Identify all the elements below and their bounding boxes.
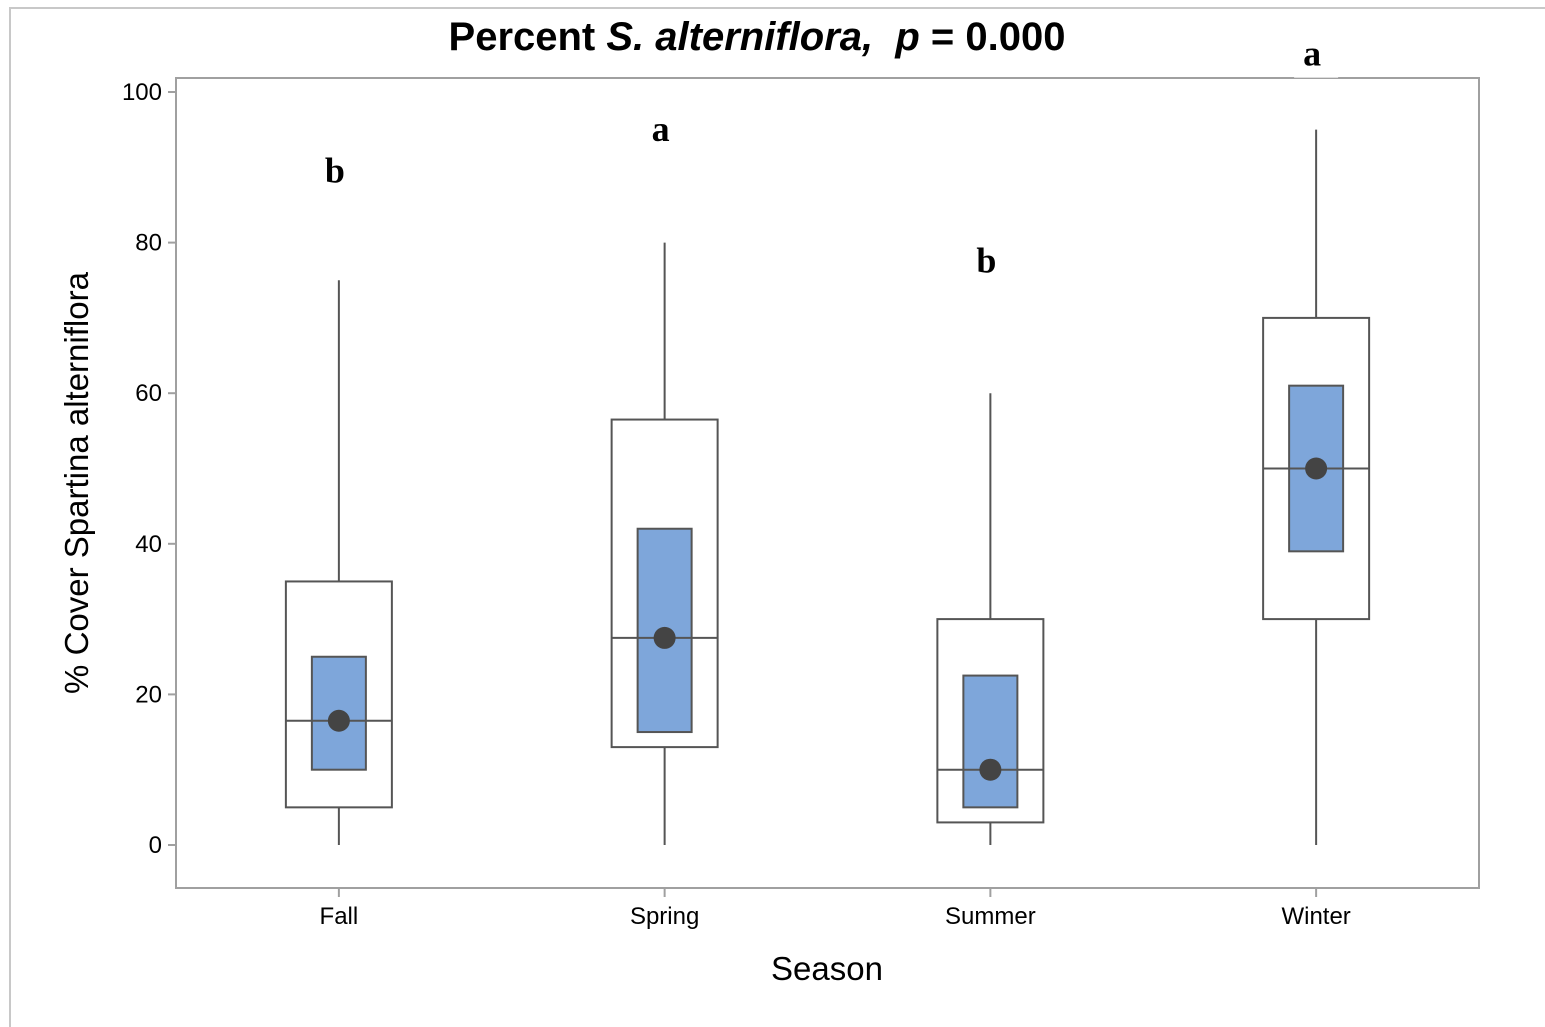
chart-title: Percent S. alterniflora, p = 0.000 [449,15,1066,59]
mean-marker [1305,457,1328,480]
x-tick-label: Winter [1281,903,1350,930]
y-axis-label: % Cover Spartina alterniflora [58,271,95,694]
plot-frame [175,77,1480,889]
y-tick-label: 20 [135,681,162,708]
y-tick-label: 100 [122,79,162,106]
y-tick-label: 0 [149,832,162,859]
significance-letter-spring: a [652,109,670,149]
x-axis: Fall Spring Summer Winter [320,888,1351,930]
figure-frame [9,7,1545,1027]
title-prefix: Percent [449,15,607,59]
x-tick-label: Spring [630,903,699,930]
significance-letter-winter: a [1303,34,1321,74]
mean-marker [327,709,350,732]
significance-letter-summer: b [976,241,996,281]
x-axis-label: Season [771,950,883,987]
significance-letters: b a b a [325,33,1339,281]
title-p-symbol: p [894,15,919,59]
median-ci-box [962,674,1019,809]
title-gap [873,15,895,59]
x-tick-label: Fall [320,903,359,930]
box-fall [284,280,393,845]
box-winter [1262,129,1371,845]
letter-backdrop [1294,33,1339,78]
x-tick-label: Summer [945,903,1036,930]
y-tick-label: 60 [135,380,162,407]
mean-marker [979,758,1002,781]
significance-letter-fall: b [325,150,345,190]
title-p-value: = 0.000 [920,15,1066,59]
title-species: S. alterniflora, [606,15,873,59]
box-series [284,129,1371,845]
box-spring [610,242,719,845]
y-tick-label: 80 [135,230,162,257]
mean-marker [653,626,676,649]
y-tick-label: 40 [135,531,162,558]
y-axis: 0 20 40 60 80 100 [122,79,176,859]
box-summer [936,393,1045,845]
